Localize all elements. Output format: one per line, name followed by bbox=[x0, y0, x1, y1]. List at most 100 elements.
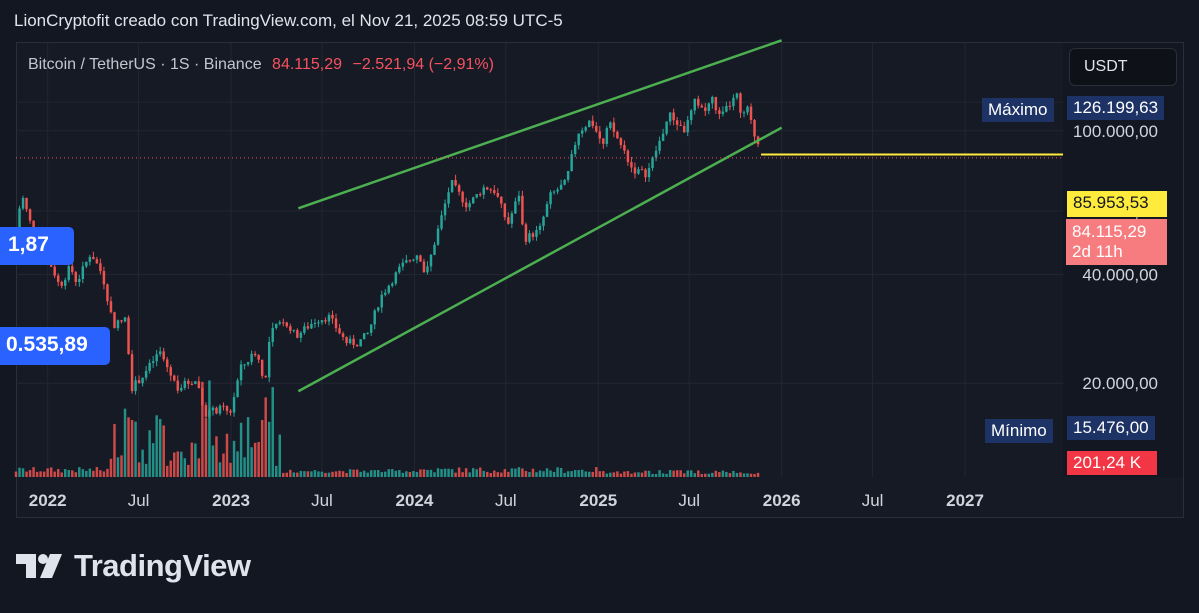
volume-bar bbox=[721, 470, 725, 477]
candle-body bbox=[728, 105, 732, 107]
candle-body bbox=[257, 355, 260, 360]
volume-bar bbox=[173, 452, 176, 477]
volume-bar bbox=[130, 419, 134, 477]
candle-body bbox=[187, 380, 190, 384]
channel-upper-line bbox=[297, 39, 783, 210]
volume-bar bbox=[457, 467, 461, 477]
candle-body bbox=[457, 185, 461, 192]
volume-bar bbox=[53, 471, 56, 477]
candle-body bbox=[28, 209, 32, 221]
volume-bar bbox=[616, 471, 619, 477]
volume-bar bbox=[95, 467, 99, 477]
candle-body bbox=[482, 187, 485, 195]
volume-bar bbox=[693, 473, 696, 477]
candle-body bbox=[285, 322, 289, 327]
candle-body bbox=[239, 364, 243, 381]
candle-body bbox=[78, 279, 81, 282]
left-price-flag-top[interactable]: 1,87 bbox=[0, 227, 74, 265]
volume-bar bbox=[486, 471, 489, 477]
candle-body bbox=[345, 336, 348, 344]
volume-bar bbox=[591, 471, 594, 477]
volume-bar bbox=[201, 381, 204, 477]
candle-body bbox=[253, 353, 257, 356]
volume-bar bbox=[158, 419, 162, 477]
candle-body bbox=[486, 187, 489, 190]
volume-bar bbox=[517, 467, 521, 477]
volume-bar bbox=[60, 472, 63, 477]
candle-body bbox=[264, 375, 267, 378]
volume-bar bbox=[538, 470, 542, 477]
volume-bar bbox=[464, 468, 468, 477]
candle-body bbox=[120, 320, 123, 322]
candle-body bbox=[559, 184, 563, 190]
volume-bar bbox=[352, 469, 355, 477]
candle-body bbox=[640, 169, 644, 171]
volume-bar bbox=[503, 469, 507, 477]
candle-body bbox=[697, 98, 700, 106]
candle-body bbox=[373, 310, 376, 325]
candle-body bbox=[577, 133, 580, 146]
candle-body bbox=[661, 133, 665, 141]
x-tick-label: Jul bbox=[128, 491, 150, 510]
candle-body bbox=[500, 196, 503, 204]
volume-bar bbox=[633, 472, 637, 477]
candle-body bbox=[725, 105, 728, 112]
volume-bar bbox=[668, 470, 672, 477]
candle-body bbox=[151, 361, 155, 363]
volume-bar bbox=[327, 472, 331, 477]
candle-body bbox=[454, 180, 457, 186]
candle-body bbox=[236, 380, 239, 398]
volume-bar bbox=[471, 468, 475, 477]
candle-body bbox=[229, 410, 232, 413]
candle-body bbox=[753, 120, 756, 137]
currency-button[interactable]: USDT bbox=[1069, 48, 1177, 86]
y-tick-label: 40.000,00 bbox=[1082, 266, 1158, 285]
candle-body bbox=[514, 201, 517, 214]
candle-body bbox=[415, 255, 419, 260]
candle-body bbox=[260, 359, 264, 376]
brand-name: TradingView bbox=[74, 548, 251, 583]
volume-bar bbox=[67, 470, 70, 477]
volume-bar bbox=[735, 472, 739, 477]
volume-bar bbox=[92, 470, 95, 477]
volume-bar bbox=[454, 472, 457, 477]
x-tick-label: 2026 bbox=[763, 491, 801, 510]
candle-body bbox=[580, 130, 584, 134]
volume-bar bbox=[651, 473, 654, 477]
candle-body bbox=[528, 233, 531, 242]
min-value-tag: 15.476,00 bbox=[1067, 416, 1155, 440]
left-price-flag-bottom[interactable]: 0.535,89 bbox=[0, 327, 110, 365]
volume-bar bbox=[394, 470, 398, 477]
candle-body bbox=[524, 224, 528, 242]
volume-bar bbox=[144, 463, 148, 477]
candle-body bbox=[668, 112, 672, 122]
volume-bar bbox=[359, 471, 362, 477]
volume-bar bbox=[475, 469, 478, 477]
volume-bar bbox=[194, 443, 197, 477]
volume-bar bbox=[704, 473, 707, 477]
volume-bar bbox=[257, 442, 260, 477]
candle-body bbox=[391, 283, 394, 286]
volume-bar bbox=[433, 472, 436, 477]
volume-bar bbox=[387, 469, 391, 477]
candle-body bbox=[366, 332, 369, 334]
candle-body bbox=[507, 217, 510, 224]
tradingview-brand[interactable]: TradingView bbox=[16, 546, 251, 586]
candle-body bbox=[746, 106, 749, 113]
candle-body bbox=[310, 323, 313, 329]
volume-bar bbox=[285, 472, 289, 477]
candle-body bbox=[633, 167, 637, 174]
candle-body bbox=[623, 144, 626, 151]
x-tick-label: 2024 bbox=[395, 491, 433, 510]
volume-bar bbox=[310, 471, 313, 477]
candle-body bbox=[704, 107, 707, 111]
max-label: Máximo bbox=[982, 98, 1054, 122]
min-label: Mínimo bbox=[985, 419, 1053, 443]
candle-body bbox=[320, 320, 324, 323]
candle-body bbox=[535, 229, 538, 237]
candle-body bbox=[464, 202, 468, 208]
candle-body bbox=[686, 120, 689, 133]
volume-bar bbox=[28, 470, 32, 477]
volume-bar bbox=[106, 468, 109, 477]
